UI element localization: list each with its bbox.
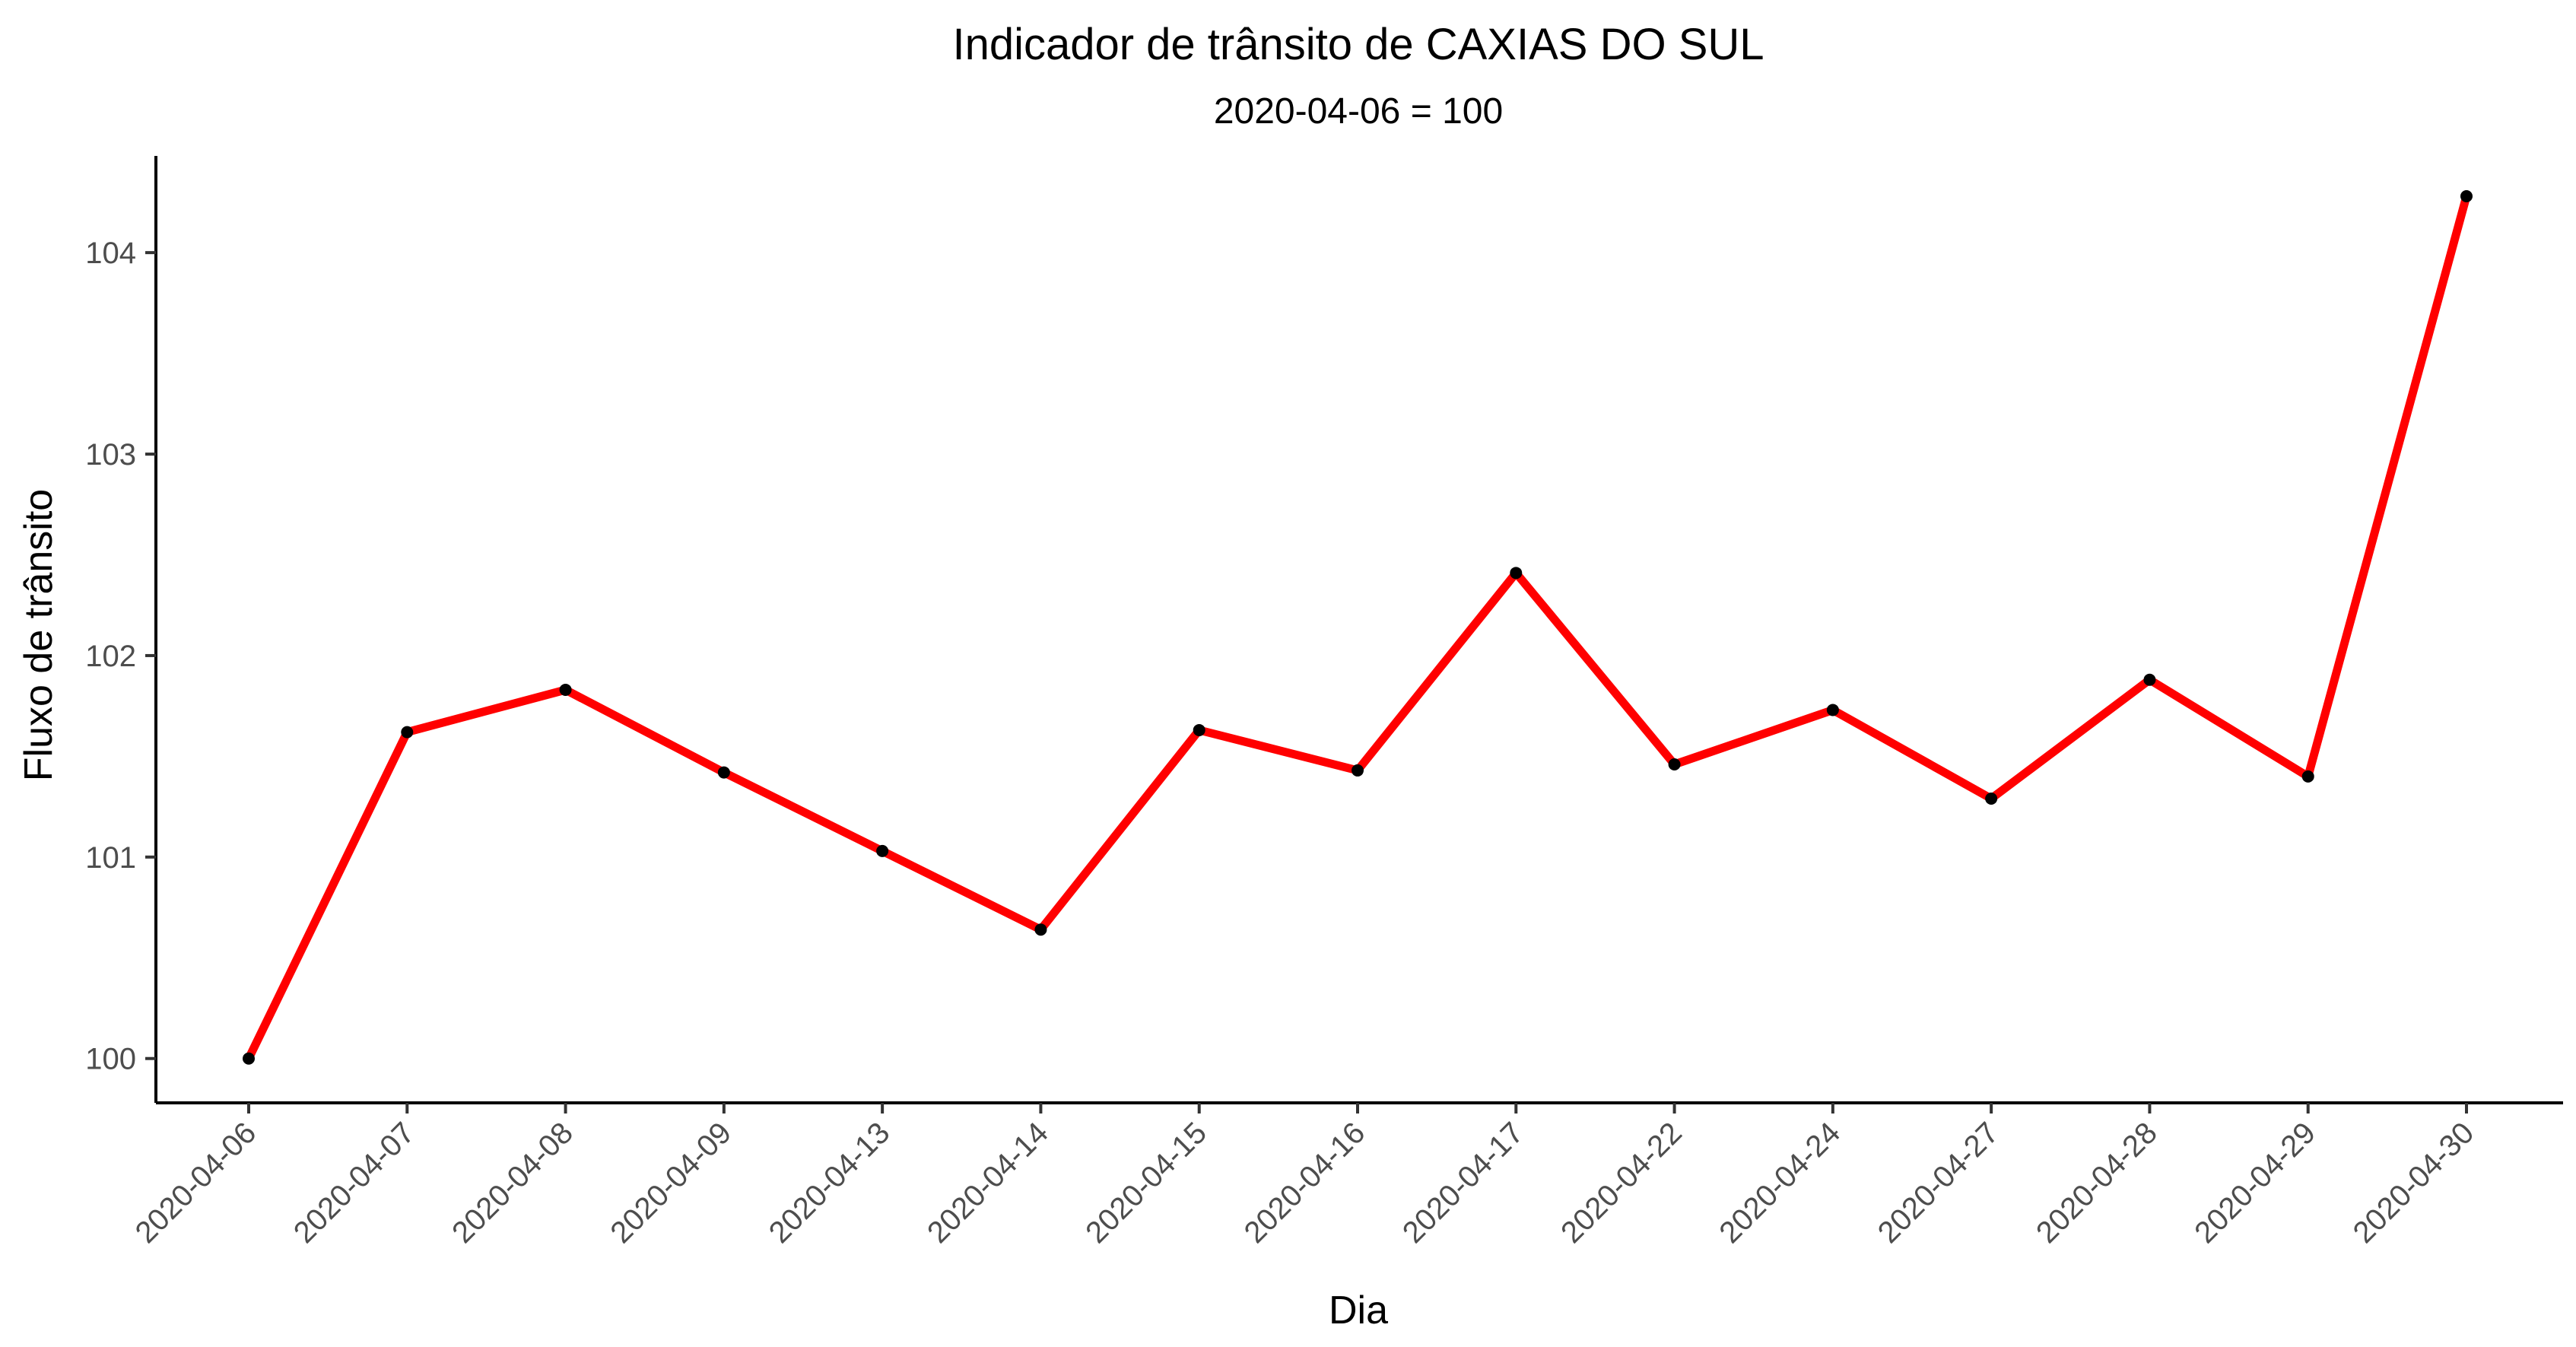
data-point [876,844,889,857]
data-point [1826,704,1839,716]
x-tick-label: 2020-04-29 [2188,1116,2322,1250]
chart-subtitle: 2020-04-06 = 100 [1214,91,1503,132]
data-point [1034,923,1047,936]
x-tick-label: 2020-04-14 [921,1116,1055,1250]
y-tick-label: 100 [85,1043,136,1076]
x-tick-label: 2020-04-22 [1555,1116,1688,1250]
data-point [1352,764,1364,777]
data-point [559,683,572,696]
y-axis-title: Fluxo de trânsito [17,489,61,781]
x-tick-label: 2020-04-30 [2347,1116,2481,1250]
data-point [717,766,730,779]
x-tick-label: 2020-04-07 [287,1116,421,1250]
x-tick-label: 2020-04-17 [1396,1116,1530,1250]
x-tick-label: 2020-04-13 [763,1116,897,1250]
chart-title: Indicador de trânsito de CAXIAS DO SUL [952,20,1764,69]
data-point [1985,793,1998,805]
x-axis-title: Dia [1329,1288,1388,1333]
data-point [1193,723,1205,736]
x-tick-label: 2020-04-15 [1079,1116,1213,1250]
x-tick-label: 2020-04-09 [604,1116,738,1250]
data-point [401,726,414,739]
x-tick-label: 2020-04-28 [2030,1116,2164,1250]
x-tick-label: 2020-04-24 [1713,1116,1847,1250]
data-point [1668,758,1681,770]
y-tick-label: 103 [85,438,136,472]
y-tick-label: 102 [85,640,136,673]
x-tick-label: 2020-04-27 [1872,1116,2006,1250]
x-tick-label: 2020-04-16 [1238,1116,1372,1250]
x-tick-label: 2020-04-08 [446,1116,580,1250]
data-point [2460,189,2473,202]
data-point [1510,567,1523,580]
series-line [244,192,2471,1063]
x-tick-label: 2020-04-06 [129,1116,263,1250]
y-tick-label: 104 [85,237,136,270]
data-point [243,1052,255,1065]
data-point [2143,673,2156,686]
y-tick-label: 101 [85,841,136,875]
data-point [2301,770,2314,783]
